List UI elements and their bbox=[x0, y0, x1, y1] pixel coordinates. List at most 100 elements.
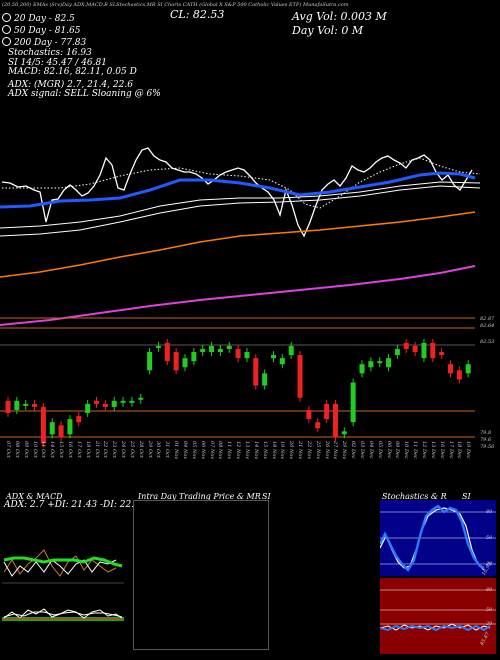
candle bbox=[412, 345, 418, 353]
date-tick-label: 04 Nov bbox=[182, 441, 188, 460]
adx-svg bbox=[2, 549, 124, 621]
candle bbox=[439, 352, 445, 356]
date-tick-label: 17 Oct bbox=[75, 441, 82, 458]
date-tick-label: 29 Oct bbox=[146, 441, 153, 458]
si-readout: SI 14/5: 45.47 / 46.81 bbox=[8, 58, 107, 68]
candle bbox=[332, 403, 338, 438]
candle bbox=[279, 358, 285, 365]
date-tick-label: 19 Nov bbox=[279, 441, 286, 460]
main-chart bbox=[0, 147, 481, 448]
adx-signal: ADX signal: SELL Sloaning @ 6% bbox=[8, 89, 161, 99]
date-tick-label: 12 Nov bbox=[235, 441, 242, 460]
date-tick-label: 24 Oct bbox=[120, 441, 127, 458]
candle bbox=[262, 373, 268, 386]
main-chart-svg bbox=[0, 147, 481, 448]
candle bbox=[5, 400, 11, 414]
stoch-level-50: 50 bbox=[486, 535, 493, 541]
candle bbox=[209, 345, 215, 353]
candle bbox=[129, 400, 135, 403]
candle bbox=[448, 364, 453, 374]
date-tick-label: 06 Nov bbox=[199, 441, 206, 460]
date-axis: 07 Oct 08 Oct 09 Oct 10 Oct 11 Oct 14 Oct 15 O… bbox=[0, 441, 480, 491]
candle bbox=[456, 370, 462, 380]
ema20-dotted bbox=[2, 157, 481, 209]
close-label: CL: 82.53 bbox=[170, 8, 225, 21]
date-tick-label: 07 Oct bbox=[5, 441, 11, 458]
price-level-label: 82.64 bbox=[480, 323, 495, 329]
date-tick-label: 18 Dec bbox=[456, 441, 463, 459]
candle bbox=[394, 348, 400, 356]
candle bbox=[386, 358, 392, 368]
candle bbox=[244, 352, 250, 359]
candle bbox=[306, 409, 312, 420]
si-level-50: 50 bbox=[486, 607, 493, 613]
date-tick-label: 21 Nov bbox=[297, 441, 304, 460]
stoch-d-line bbox=[380, 507, 485, 571]
date-tick-label: 13 Nov bbox=[243, 441, 250, 460]
candle bbox=[40, 406, 46, 444]
legend-ema50-text: 50 Day - 81.65 bbox=[14, 26, 81, 36]
candle bbox=[377, 361, 383, 364]
date-tick-label: 19 Dec bbox=[465, 441, 472, 459]
date-tick-label: 18 Nov bbox=[270, 441, 277, 460]
price-line bbox=[1, 147, 473, 238]
candle bbox=[102, 403, 108, 407]
candle bbox=[421, 342, 427, 359]
date-tick-label: 03 Dec bbox=[359, 441, 365, 459]
date-tick-label: 07 Nov bbox=[208, 441, 215, 460]
candle bbox=[403, 342, 409, 349]
ema-long-line bbox=[0, 265, 476, 326]
date-tick-label: 04 Dec bbox=[367, 441, 374, 459]
date-tick-label: 11 Oct bbox=[40, 441, 47, 458]
adx-values: ADX: 2.7 +DI: 21.43 -DI: 22.62 bbox=[4, 500, 146, 510]
date-tick-label: 09 Oct bbox=[22, 441, 29, 458]
date-tick-label: 11 Dec bbox=[412, 441, 419, 459]
date-tick-label: 21 Oct bbox=[93, 441, 100, 458]
stoch-panel bbox=[380, 500, 496, 576]
date-tick-label: 09 Dec bbox=[394, 441, 401, 459]
candle bbox=[155, 345, 161, 348]
candle bbox=[182, 358, 188, 368]
circle-icon bbox=[2, 13, 11, 22]
candle bbox=[138, 397, 144, 400]
candle bbox=[271, 355, 276, 359]
date-tick-label: 30 Oct bbox=[155, 441, 162, 458]
stoch-readout: Stochastics: 16.93 bbox=[8, 48, 92, 58]
candle bbox=[164, 342, 170, 362]
price-level-label: 79.6 bbox=[480, 437, 492, 443]
candle bbox=[465, 364, 471, 374]
date-tick-label: 14 Oct bbox=[49, 441, 56, 458]
legend-ema200-text: 200 Day - 77.83 bbox=[14, 38, 87, 48]
legend-ema50: 50 Day - 81.65 bbox=[2, 25, 81, 37]
price-level-label: 82.53 bbox=[480, 339, 495, 345]
stoch-level-80: 80 bbox=[486, 509, 493, 515]
date-tick-label: 15 Oct bbox=[58, 441, 65, 458]
candle bbox=[430, 342, 436, 359]
si-level-20: 20 bbox=[486, 621, 493, 627]
date-tick-label: 22 Nov bbox=[305, 441, 312, 460]
candle bbox=[217, 348, 223, 353]
date-tick-label: 20 Nov bbox=[288, 441, 295, 460]
price-level-label: 79.56 bbox=[480, 444, 495, 450]
date-tick-label: 25 Oct bbox=[128, 441, 135, 458]
date-tick-label: 08 Nov bbox=[217, 441, 224, 460]
candle bbox=[288, 345, 294, 356]
candle bbox=[226, 345, 232, 349]
price-level-label: 79.8 bbox=[480, 430, 492, 436]
candle bbox=[94, 400, 99, 404]
candles-group bbox=[5, 338, 471, 448]
date-tick-label: 31 Oct bbox=[164, 441, 171, 458]
date-tick-label: 12 Dec bbox=[420, 441, 427, 459]
candle bbox=[235, 348, 241, 359]
candle bbox=[253, 358, 259, 386]
date-tick-label: 16 Dec bbox=[438, 441, 445, 459]
candle bbox=[173, 352, 179, 371]
date-tick-label: 08 Oct bbox=[13, 441, 20, 458]
date-tick-label: 01 Nov bbox=[173, 441, 180, 460]
candle bbox=[23, 403, 29, 406]
candle bbox=[58, 425, 64, 438]
candle bbox=[67, 419, 73, 435]
macd-signal-line bbox=[3, 611, 123, 618]
candle bbox=[341, 431, 347, 435]
avg-vol: Avg Vol: 0.003 M bbox=[292, 10, 387, 23]
